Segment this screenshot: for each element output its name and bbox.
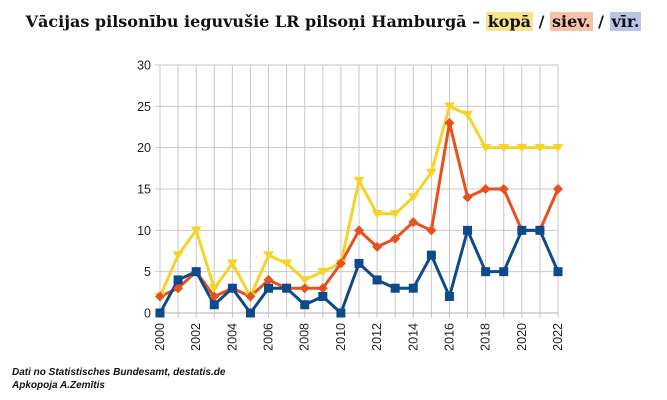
data-point-marker [209,291,220,302]
title-separator: / [592,12,610,31]
title-vir: vīr. [609,12,642,31]
data-point-marker [336,308,346,318]
data-point-marker [354,225,364,236]
y-tick-label: 30 [137,59,151,73]
data-point-marker [173,275,183,285]
y-tick-label: 15 [137,183,151,197]
data-point-marker [516,143,528,153]
data-point-marker [263,274,274,285]
y-tick-label: 25 [137,100,151,114]
data-point-marker [190,226,202,235]
data-point-marker [172,251,184,260]
data-point-marker [517,225,527,235]
title-main: Vācijas pilsonību ieguvušie LR pilsoņi H… [25,12,481,31]
data-point-marker [463,225,473,235]
data-point-marker [299,276,311,285]
data-point-marker [426,225,437,236]
data-point-marker [389,209,401,219]
data-point-marker [499,267,509,277]
data-point-marker [535,225,545,235]
author-line: Apkopoja A.Zemītis [12,380,105,391]
x-tick-label: 2004 [225,323,239,351]
data-point-marker [425,168,437,177]
data-point-marker [408,283,418,293]
data-point-marker [534,143,546,153]
data-point-marker [317,283,328,294]
x-tick-label: 2022 [551,323,565,351]
data-point-marker [173,283,184,294]
data-point-marker [354,258,364,268]
title-kopa: kopā [485,12,533,31]
data-point-marker [191,267,201,277]
x-tick-label: 2020 [515,323,529,351]
data-point-marker [462,110,474,119]
data-point-marker [407,193,419,202]
data-point-marker [353,176,365,186]
data-point-marker [155,308,165,318]
x-tick-label: 2018 [479,323,493,351]
data-point-marker [553,184,563,194]
source-line: Dati no Statistisches Bundesamt, destati… [12,367,226,378]
data-point-marker [553,267,563,277]
x-tick-label: 2002 [189,323,203,351]
data-point-marker [264,283,274,293]
data-point-marker [245,291,256,302]
data-point-marker [208,284,220,293]
x-tick-label: 2000 [153,323,167,351]
data-point-marker [335,258,346,269]
x-tick-label: 2008 [298,323,312,351]
data-point-marker [318,291,328,301]
data-point-marker [552,143,564,153]
data-point-marker [299,283,310,294]
data-point-marker [227,283,237,293]
data-point-marker [480,184,491,194]
data-point-marker [317,267,329,277]
data-point-marker [498,184,509,194]
data-point-marker [443,102,455,111]
data-point-marker [481,267,491,277]
data-point-marker [300,300,310,310]
data-point-marker [281,259,293,268]
data-point-marker [498,143,510,153]
data-point-marker [480,143,492,153]
x-tick-label: 2006 [262,323,276,351]
x-tick-label: 2014 [406,323,420,351]
series-markers [154,102,564,318]
data-point-marker [390,233,401,244]
x-tick-label: 2010 [334,323,348,351]
x-tick-label: 2016 [442,323,456,351]
data-point-marker [371,209,383,219]
data-point-marker [209,300,219,310]
y-tick-label: 0 [144,307,151,321]
data-point-marker [372,241,383,252]
x-tick-label: 2012 [370,323,384,351]
source-note: Dati no Statistisches Bundesamt, destati… [12,366,225,392]
data-point-marker [282,283,292,293]
chart-title: Vācijas pilsonību ieguvušie LR pilsoņi H… [0,12,667,31]
data-point-marker [226,259,238,268]
data-point-marker [263,251,275,260]
data-point-marker [444,291,454,301]
data-point-marker [462,192,473,203]
y-tick-label: 5 [144,265,151,279]
title-siev: siev. [549,12,593,31]
title-separator: / [533,12,550,31]
data-point-marker [245,308,255,318]
data-point-marker [372,275,382,285]
data-point-marker [426,250,436,260]
data-point-marker [390,283,400,293]
y-tick-label: 10 [137,224,151,238]
data-point-marker [155,291,165,302]
data-point-marker [444,117,455,128]
data-point-marker [408,217,419,228]
tick-labels: 0 5 10 15 20 25 30 2000 2002 2004 2006 2008 2010 2012… [137,59,565,351]
y-tick-label: 20 [137,141,151,155]
